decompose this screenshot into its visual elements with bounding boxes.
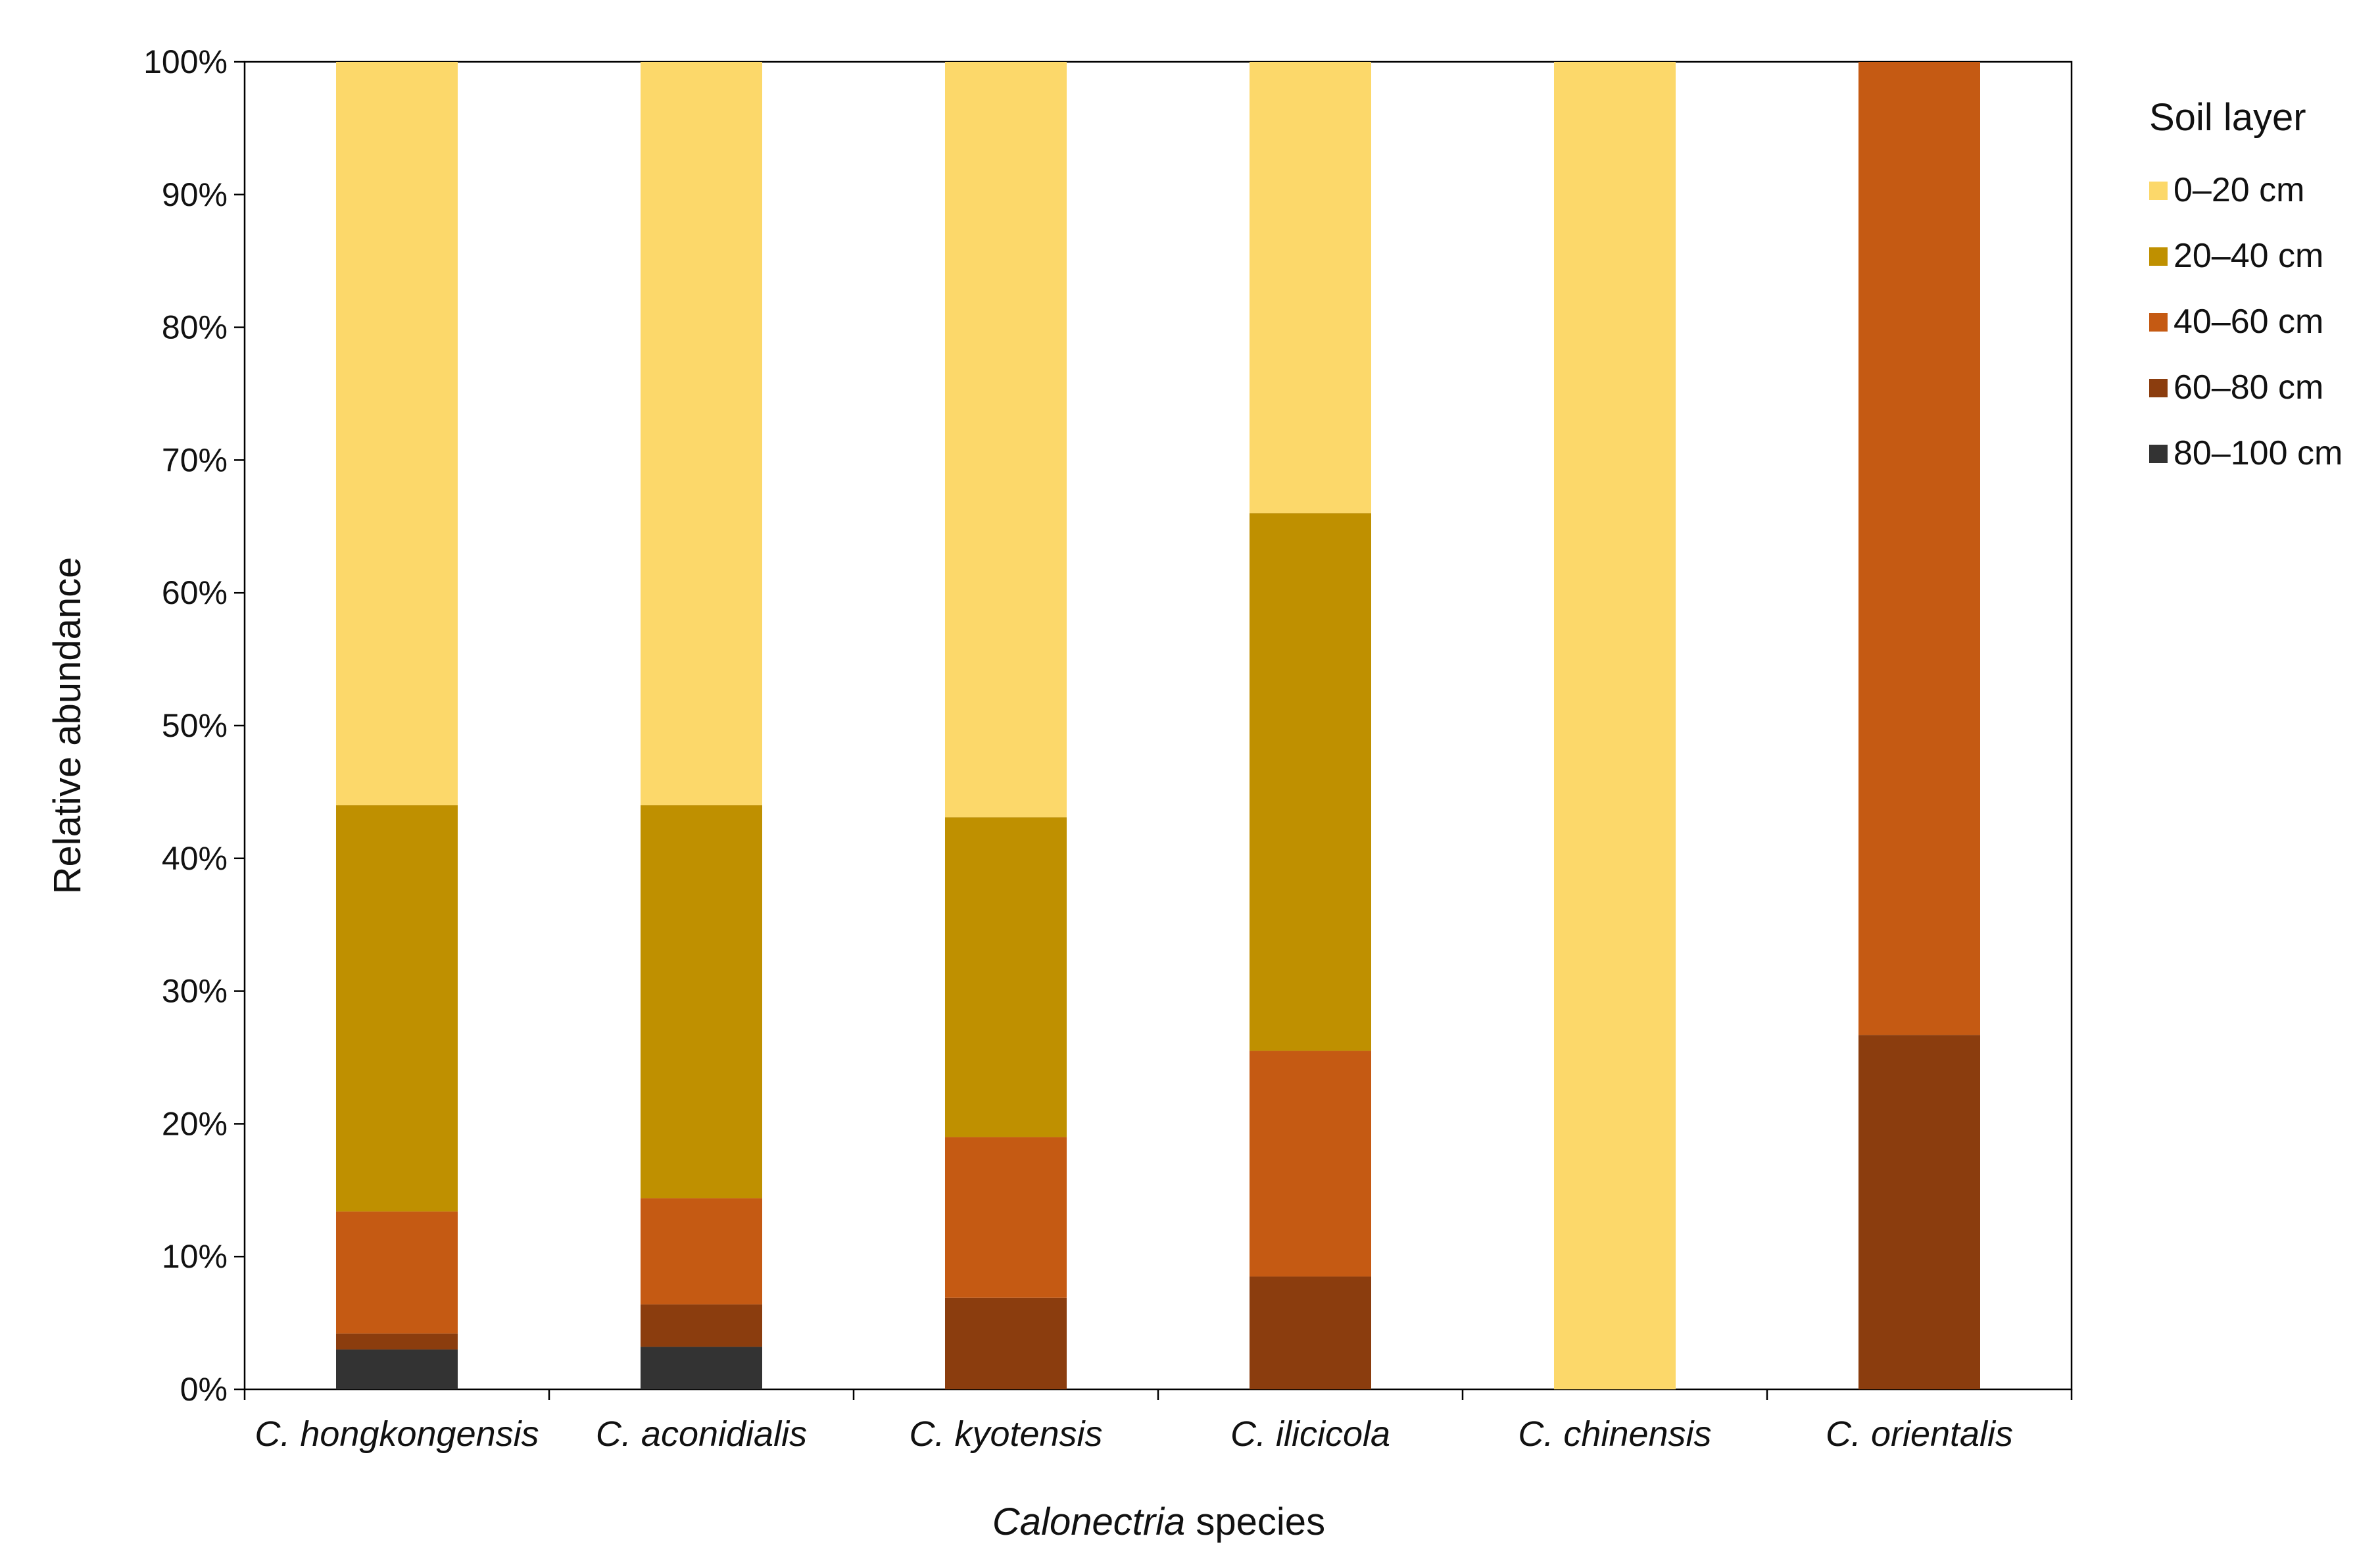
y-tick-label: 20% — [162, 1105, 228, 1142]
y-tick-label: 60% — [162, 574, 228, 611]
x-axis-title: Calonectria species — [992, 1501, 1325, 1543]
bar-segment — [1554, 62, 1676, 1389]
legend-title: Soil layer — [2149, 96, 2306, 139]
legend-swatch — [2149, 445, 2168, 463]
bar-segment — [1250, 513, 1371, 1051]
y-tick-label: 100% — [143, 43, 228, 80]
legend-label: 80–100 cm — [2174, 434, 2343, 472]
bar-segment — [641, 1304, 762, 1347]
legend-swatch — [2149, 379, 2168, 397]
y-axis-title: Relative abundance — [46, 557, 89, 895]
legend-label: 40–60 cm — [2174, 303, 2323, 341]
bar-segment — [336, 1333, 458, 1350]
bar-segment — [1250, 62, 1371, 514]
x-tick-label: C. ilicicola — [1230, 1414, 1390, 1454]
x-tick-label: C. chinensis — [1518, 1414, 1711, 1454]
y-tick-label: 0% — [180, 1371, 228, 1408]
bar-segment — [641, 62, 762, 806]
y-tick-label: 30% — [162, 973, 228, 1010]
bar-segment — [1858, 1035, 1980, 1389]
bar-segment — [945, 1137, 1067, 1298]
bar-segment — [1250, 1276, 1371, 1389]
plot-border — [243, 61, 2073, 1391]
legend: Soil layer 0–20 cm 20–40 cm 40–60 cm 60–80 … — [2149, 96, 2343, 472]
axes-layer: 0% 10% 20% 30% 40% 50% 60% 70% 80% 90% 100% C. hong… — [143, 43, 2073, 1454]
bar-segment — [1250, 1051, 1371, 1277]
bar-segment — [641, 1347, 762, 1389]
y-tick-label: 40% — [162, 840, 228, 877]
legend-label: 0–20 cm — [2174, 171, 2304, 209]
x-tick-label: C. hongkongensis — [255, 1414, 539, 1454]
x-axis-title-italic: Calonectria — [992, 1501, 1185, 1543]
plot-area — [243, 61, 2073, 1391]
x-tick-label: C. kyotensis — [909, 1414, 1102, 1454]
y-tick-label: 80% — [162, 309, 228, 346]
y-tick-label: 70% — [162, 441, 228, 478]
y-tick-label: 50% — [162, 707, 228, 744]
bar-segment — [945, 817, 1067, 1137]
y-tick-label: 90% — [162, 176, 228, 213]
legend-label: 60–80 cm — [2174, 368, 2323, 407]
bars-layer — [336, 62, 1980, 1389]
bar-segment — [1858, 62, 1980, 1035]
x-tick-label: C. aconidialis — [596, 1414, 807, 1454]
legend-label: 20–40 cm — [2174, 237, 2323, 275]
bar-segment — [336, 1211, 458, 1334]
x-axis-title-rest: species — [1185, 1501, 1325, 1543]
bar-segment — [641, 805, 762, 1199]
legend-swatch — [2149, 247, 2168, 266]
legend-swatch — [2149, 313, 2168, 332]
bar-segment — [641, 1198, 762, 1304]
bar-segment — [945, 1297, 1067, 1389]
x-tick-label: C. orientalis — [1826, 1414, 2013, 1454]
bar-segment — [336, 1349, 458, 1389]
bar-segment — [336, 62, 458, 806]
bar-segment — [945, 62, 1067, 818]
y-tick-label: 10% — [162, 1238, 228, 1275]
legend-swatch — [2149, 182, 2168, 200]
bar-segment — [336, 805, 458, 1212]
